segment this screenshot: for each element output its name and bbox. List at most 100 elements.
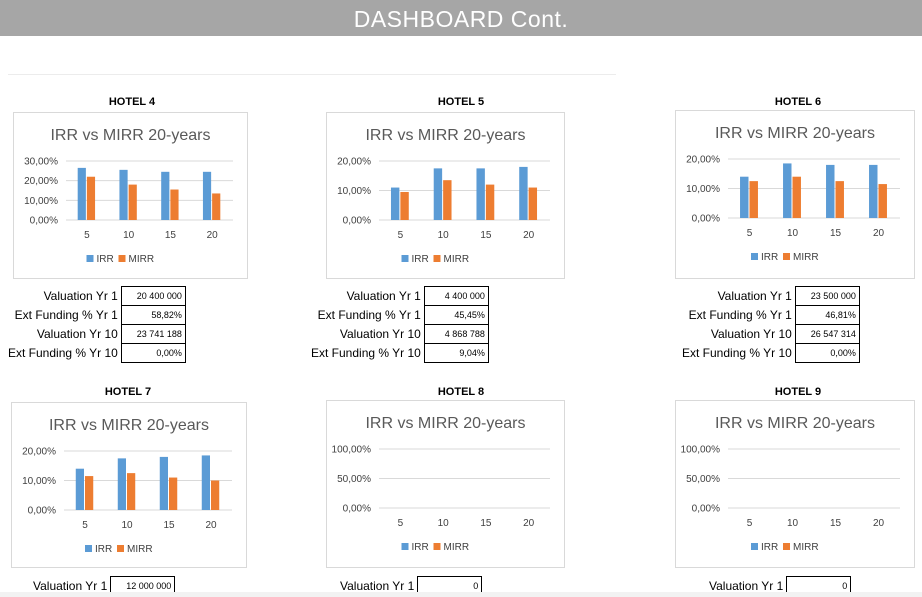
legend-label: IRR xyxy=(412,254,429,265)
legend-label: IRR xyxy=(97,254,114,265)
metric-row: Ext Funding % Yr 10 0,00% xyxy=(8,343,186,363)
chart-container[interactable]: IRR vs MIRR 20-years 30,00% 20,00% 10,00% 0,… xyxy=(13,112,248,279)
chart-container[interactable]: IRR vs MIRR 20-years 100,00% 50,00% 0,00% 5 1… xyxy=(675,400,915,568)
metric-value[interactable]: 46,81% xyxy=(794,305,860,325)
x-tick-label: 10 xyxy=(438,230,450,241)
bar-irr xyxy=(476,168,485,220)
x-tick-label: 5 xyxy=(398,230,404,241)
metric-value[interactable]: 20 400 000 xyxy=(120,286,186,306)
x-tick-label: 5 xyxy=(82,520,88,531)
metric-row: Valuation Yr 1 23 500 000 xyxy=(682,286,860,306)
x-tick-label: 5 xyxy=(747,228,753,239)
legend-swatch xyxy=(433,255,441,262)
metric-value[interactable]: 9,04% xyxy=(423,343,489,363)
legend-swatch xyxy=(783,543,790,550)
bar-mirr xyxy=(128,184,137,220)
metric-row: Valuation Yr 1 20 400 000 xyxy=(8,286,186,306)
hotel-title: HOTEL 5 xyxy=(437,96,485,108)
bar-irr xyxy=(117,458,126,510)
chart-container[interactable]: IRR vs MIRR 20-years 20,00% 10,00% 0,00% 5 10… xyxy=(675,110,915,279)
metric-value[interactable]: 23 500 000 xyxy=(794,286,860,306)
chart-container[interactable]: IRR vs MIRR 20-years 20,00% 10,00% 0,00% 5 10… xyxy=(11,402,247,568)
metric-value[interactable]: 0,00% xyxy=(794,343,860,363)
y-tick-label: 0,00% xyxy=(28,506,56,517)
metric-row: Ext Funding % Yr 1 58,82% xyxy=(8,305,186,325)
bottom-edge xyxy=(0,592,922,597)
y-tick-label: 0,00% xyxy=(692,504,720,515)
metric-label: Ext Funding % Yr 1 xyxy=(688,308,792,322)
metric-label: Valuation Yr 1 xyxy=(340,579,415,593)
metric-label: Valuation Yr 1 xyxy=(717,289,792,303)
irr-mirr-chart: IRR vs MIRR 20-years 30,00% 20,00% 10,00% 0,… xyxy=(24,127,233,265)
bar-mirr xyxy=(86,176,96,220)
hotel-title: HOTEL 6 xyxy=(774,96,822,108)
bar-irr xyxy=(519,166,528,220)
legend-swatch xyxy=(117,545,124,552)
metric-row: Valuation Yr 10 26 547 314 xyxy=(682,324,860,344)
y-tick-label: 10,00% xyxy=(337,186,371,197)
y-tick-label: 100,00% xyxy=(681,445,721,456)
hotel-title: HOTEL 9 xyxy=(774,386,822,398)
legend-swatch xyxy=(86,255,94,262)
legend-label: IRR xyxy=(761,252,778,263)
metric-value[interactable]: 58,82% xyxy=(120,305,186,325)
chart-title: IRR vs MIRR 20-years xyxy=(49,417,209,434)
legend-swatch xyxy=(118,255,126,262)
bar-mirr xyxy=(485,184,495,220)
x-tick-label: 10 xyxy=(121,520,133,531)
metric-label: Ext Funding % Yr 10 xyxy=(311,346,421,360)
legend-label: IRR xyxy=(412,542,429,553)
bar-mirr xyxy=(792,176,801,218)
bar-irr xyxy=(740,176,749,218)
metric-value[interactable]: 26 547 314 xyxy=(794,324,860,344)
bar-mirr xyxy=(528,187,538,220)
x-tick-label: 20 xyxy=(523,230,535,241)
y-tick-label: 20,00% xyxy=(337,157,371,168)
metric-value[interactable]: 45,45% xyxy=(423,305,489,325)
chart-title: IRR vs MIRR 20-years xyxy=(715,125,875,142)
metric-label: Valuation Yr 10 xyxy=(36,327,118,341)
metric-label: Ext Funding % Yr 1 xyxy=(317,308,421,322)
y-tick-label: 0,00% xyxy=(343,216,371,227)
metric-row: Ext Funding % Yr 10 9,04% xyxy=(311,343,489,363)
metric-value[interactable]: 23 741 188 xyxy=(120,324,186,344)
irr-mirr-chart: IRR vs MIRR 20-years 100,00% 50,00% 0,00% 5 1… xyxy=(332,415,550,553)
metric-label: Ext Funding % Yr 1 xyxy=(14,308,118,322)
chart-container[interactable]: IRR vs MIRR 20-years 100,00% 50,00% 0,00% 5 1… xyxy=(326,400,565,568)
bar-irr xyxy=(869,164,878,218)
metric-value[interactable]: 0,00% xyxy=(120,343,186,363)
metric-value[interactable]: 4 868 788 xyxy=(423,324,489,344)
x-tick-label: 5 xyxy=(747,518,753,529)
hotel-title: HOTEL 4 xyxy=(108,96,156,108)
legend-swatch xyxy=(751,543,758,550)
bar-mirr xyxy=(211,480,220,510)
hotel-title: HOTEL 8 xyxy=(437,386,485,398)
legend-swatch xyxy=(85,545,92,552)
metrics-table: Valuation Yr 1 12 000 000 xyxy=(33,576,176,596)
bar-mirr xyxy=(878,184,887,218)
x-tick-label: 15 xyxy=(480,518,492,529)
legend-label: MIRR xyxy=(444,542,470,553)
irr-mirr-chart: IRR vs MIRR 20-years 100,00% 50,00% 0,00% 5 1… xyxy=(681,415,900,553)
legend-label: MIRR xyxy=(127,544,153,555)
x-tick-label: 5 xyxy=(398,518,404,529)
metrics-table: Valuation Yr 1 23 500 000 Ext Funding % Yr… xyxy=(682,286,860,363)
bar-irr xyxy=(159,456,168,510)
bar-mirr xyxy=(127,473,136,510)
metric-label: Valuation Yr 10 xyxy=(339,327,421,341)
y-tick-label: 20,00% xyxy=(686,155,720,166)
x-tick-label: 20 xyxy=(205,520,217,531)
x-tick-label: 20 xyxy=(523,518,535,529)
metric-label: Ext Funding % Yr 10 xyxy=(8,346,118,360)
chart-container[interactable]: IRR vs MIRR 20-years 20,00% 10,00% 0,00% 5 10… xyxy=(326,112,565,279)
legend-swatch xyxy=(401,543,409,550)
legend-swatch xyxy=(433,543,441,550)
bar-mirr xyxy=(212,193,221,220)
metric-value[interactable]: 4 400 000 xyxy=(423,286,489,306)
legend-swatch xyxy=(751,253,758,260)
bar-mirr xyxy=(170,189,179,220)
